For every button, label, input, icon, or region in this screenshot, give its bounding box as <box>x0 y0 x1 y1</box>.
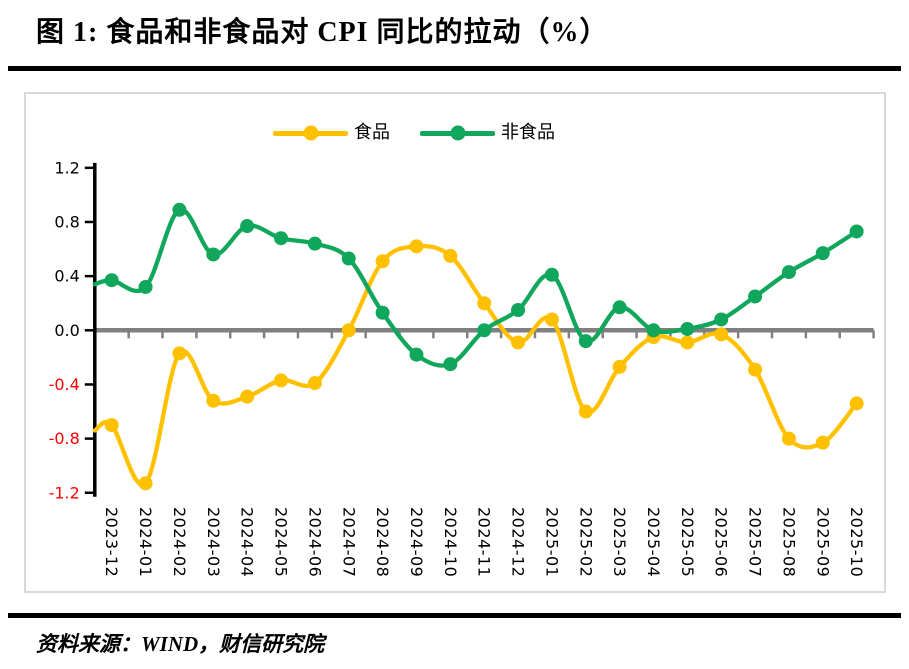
chart-legend: 食品 非食品 <box>273 124 555 142</box>
svg-text:2024-01: 2024-01 <box>136 507 155 577</box>
source-divider <box>8 613 901 618</box>
title-divider <box>8 66 901 71</box>
svg-text:2025-08: 2025-08 <box>779 507 798 577</box>
food-marker-icon <box>303 125 318 141</box>
svg-text:1.2: 1.2 <box>54 158 79 177</box>
svg-text:2024-09: 2024-09 <box>407 507 426 577</box>
nonfood-marker-icon <box>450 125 465 141</box>
svg-text:2025-07: 2025-07 <box>746 507 765 577</box>
legend-label-food: 食品 <box>354 122 390 143</box>
legend-item-food: 食品 <box>273 124 390 142</box>
svg-text:2024-06: 2024-06 <box>305 507 324 577</box>
svg-text:2025-02: 2025-02 <box>576 507 595 577</box>
legend-item-nonfood: 非食品 <box>420 124 555 142</box>
svg-text:-0.4: -0.4 <box>49 375 80 394</box>
line-chart-plot: 1.2 0.8 0.4 0.0 -0.4 -0.8 -1.2 2023-12 2024-01 20… <box>49 158 875 577</box>
svg-text:2024-08: 2024-08 <box>373 507 392 577</box>
svg-text:2024-11: 2024-11 <box>475 507 494 577</box>
nonfood-line-swatch-icon <box>420 125 495 141</box>
svg-text:2025-09: 2025-09 <box>813 507 832 577</box>
svg-text:-1.2: -1.2 <box>49 483 80 502</box>
svg-text:0.0: 0.0 <box>54 321 79 340</box>
chart-frame: 1.2 0.8 0.4 0.0 -0.4 -0.8 -1.2 2023-12 2024-01 20… <box>24 92 886 593</box>
svg-text:2024-10: 2024-10 <box>441 507 460 577</box>
svg-text:2024-04: 2024-04 <box>238 507 257 577</box>
svg-text:0.8: 0.8 <box>54 212 79 231</box>
svg-text:2025-06: 2025-06 <box>712 507 731 577</box>
source-note: 资料来源：WIND，财信研究院 <box>36 632 325 656</box>
food-line-swatch-icon <box>273 125 348 141</box>
svg-text:0.4: 0.4 <box>54 267 79 286</box>
svg-text:-0.8: -0.8 <box>49 429 80 448</box>
figure-title: 图 1: 食品和非食品对 CPI 同比的拉动（%） <box>36 17 609 48</box>
svg-text:2024-05: 2024-05 <box>272 507 291 577</box>
svg-text:2024-07: 2024-07 <box>339 507 358 577</box>
svg-text:2024-12: 2024-12 <box>509 507 528 577</box>
svg-text:2024-03: 2024-03 <box>204 507 223 577</box>
svg-text:2025-05: 2025-05 <box>678 507 697 577</box>
svg-text:2025-04: 2025-04 <box>644 507 663 577</box>
legend-label-nonfood: 非食品 <box>501 122 555 143</box>
svg-text:2024-02: 2024-02 <box>170 507 189 577</box>
svg-text:2025-01: 2025-01 <box>542 507 561 577</box>
svg-text:2025-03: 2025-03 <box>610 507 629 577</box>
svg-text:2025-10: 2025-10 <box>847 507 866 577</box>
svg-text:2023-12: 2023-12 <box>102 507 121 577</box>
